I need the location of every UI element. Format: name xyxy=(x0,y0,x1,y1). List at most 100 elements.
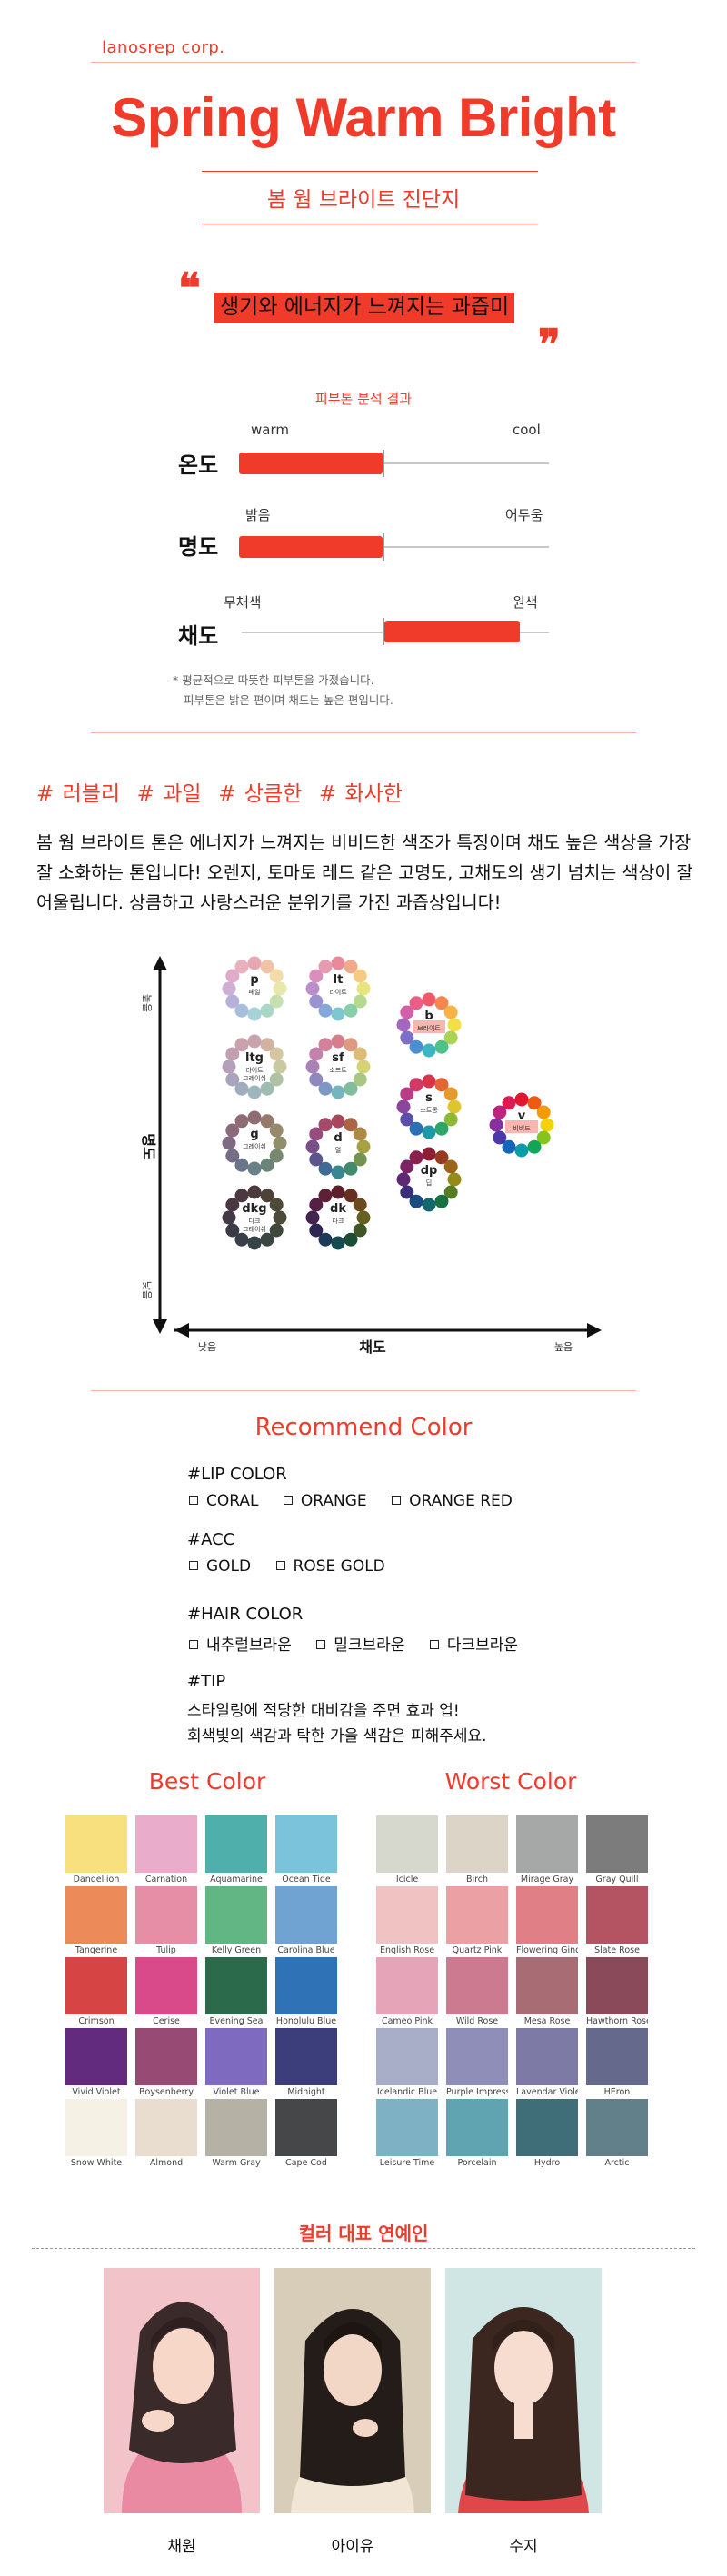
color-name: Tulip xyxy=(156,1945,176,1955)
tone-name: 비비드 xyxy=(513,1124,531,1132)
tone-dot xyxy=(318,1189,333,1203)
tone-dot xyxy=(331,1185,345,1199)
color-swatch: Ocean Tide xyxy=(275,1815,337,1885)
color-name: Hydro xyxy=(533,2158,561,2168)
tone-dot xyxy=(396,1018,411,1032)
tone-dot xyxy=(222,981,236,996)
tone-name: 그레이쉬 xyxy=(243,1142,266,1150)
color-swatch: Violet Blue xyxy=(205,2028,267,2097)
tone-dot xyxy=(422,1074,436,1089)
color-name: Midnight xyxy=(287,2087,325,2097)
tone-dot xyxy=(260,1232,274,1247)
tone-dot xyxy=(222,1210,236,1225)
tone-dot xyxy=(318,960,333,974)
color-chip xyxy=(205,1815,267,1873)
color-chip xyxy=(65,1886,127,1944)
y-axis-bottom-label: 낮음 xyxy=(141,1281,153,1299)
color-chip xyxy=(446,1815,508,1873)
color-swatch: Carnation xyxy=(135,1815,197,1885)
tone-dot xyxy=(502,1096,516,1110)
color-chip xyxy=(275,2028,337,2085)
tone-dot xyxy=(536,1130,551,1145)
tone-dot xyxy=(273,1136,287,1150)
tone-dot xyxy=(318,1081,333,1096)
color-swatch: HEron xyxy=(586,2028,648,2097)
tone-dot xyxy=(234,1158,249,1172)
color-chip xyxy=(205,1886,267,1944)
color-name: Evening Sea xyxy=(209,2016,264,2026)
y-axis-label: 명도 xyxy=(140,1133,157,1160)
color-swatch: Purple Impression xyxy=(446,2028,508,2097)
checkbox-icon xyxy=(283,1496,293,1505)
tone-dot xyxy=(536,1105,551,1119)
color-swatch: Tangerine xyxy=(65,1886,127,1955)
divider xyxy=(202,171,538,172)
color-name: HEron xyxy=(603,2087,631,2097)
tone-dot xyxy=(434,1078,449,1092)
tone-dot xyxy=(247,1085,262,1099)
color-swatch: Mirage Gray xyxy=(516,1815,578,1885)
tone-dot xyxy=(309,969,324,983)
tone-wheel-dp: dp딥 xyxy=(396,1147,462,1212)
tone-dot xyxy=(234,1189,249,1203)
color-name: Cerise xyxy=(153,2016,180,2026)
tone-dot xyxy=(260,1003,274,1018)
worst-color-grid: Icicle Birch Mirage Gray Gray Quill English … xyxy=(376,1815,658,2170)
tone-dot xyxy=(443,1185,458,1199)
color-name: Mirage Gray xyxy=(520,1875,574,1885)
color-name: Tangerine xyxy=(75,1945,118,1955)
color-chip xyxy=(65,2099,127,2156)
tone-dot xyxy=(269,1149,284,1163)
color-name: Almond xyxy=(149,2158,184,2168)
tone-code: v xyxy=(518,1109,526,1123)
tone-dot xyxy=(305,1139,320,1154)
tone-name: 그레이쉬 xyxy=(243,1225,266,1233)
tone-dot xyxy=(273,1059,287,1074)
tone-dot xyxy=(434,1121,449,1136)
color-name: Birch xyxy=(465,1875,489,1885)
tone-dot xyxy=(400,1005,414,1019)
color-name: Kelly Green xyxy=(211,1945,262,1955)
color-name: Leisure Time xyxy=(379,2158,435,2168)
note-line: 피부톤은 밝은 편이며 채도는 높은 편입니다. xyxy=(184,692,393,707)
tone-dot xyxy=(344,1118,358,1132)
tone-dot xyxy=(331,1007,345,1021)
tone-dot xyxy=(273,981,287,996)
color-chip xyxy=(135,2028,197,2085)
tone-dot xyxy=(353,1127,367,1141)
dashed-divider xyxy=(32,2248,695,2249)
checkbox-icon xyxy=(189,1561,198,1570)
tone-code: b xyxy=(424,1010,433,1023)
tone-dot xyxy=(356,1139,371,1154)
lip-color-list: CORAL ORANGE ORANGE RED xyxy=(189,1492,533,1510)
color-swatch: Crimson xyxy=(65,1957,127,2026)
tone-dot xyxy=(344,1003,358,1018)
color-chip xyxy=(376,1815,438,1873)
tone-dot xyxy=(443,1087,458,1101)
tone-dot xyxy=(434,1039,449,1054)
tone-dot xyxy=(234,1003,249,1018)
worst-color-title: Worst Color xyxy=(444,1768,577,1795)
color-swatch: Arctic xyxy=(586,2099,648,2168)
tone-wheel-d: d덜 xyxy=(305,1114,371,1179)
highlight-quote: 생기와 에너지가 느껴지는 과즙미 xyxy=(214,293,515,323)
scale-right-label: 어두움 xyxy=(505,507,543,523)
tone-dot xyxy=(269,969,284,983)
checkbox-icon xyxy=(316,1640,326,1649)
celebrity-title: 컬러 대표 연예인 xyxy=(298,2223,429,2244)
x-axis-left-label: 낮음 xyxy=(198,1341,216,1353)
tone-name: 다크 xyxy=(249,1217,261,1225)
tone-dot xyxy=(309,1198,324,1212)
hair-color-item: 내추럴브라운 xyxy=(189,1636,292,1655)
analysis-label: 피부톤 분석 결과 xyxy=(314,391,413,407)
color-chip xyxy=(135,1815,197,1873)
color-name: Dandellion xyxy=(73,1875,120,1885)
row-label-saturation: 채도 xyxy=(178,623,219,649)
color-chip xyxy=(586,1815,648,1873)
x-axis-right-label: 높음 xyxy=(554,1341,573,1353)
tone-dot xyxy=(353,994,367,1009)
tone-highlight-badge xyxy=(505,1120,538,1133)
acc-item: ROSE GOLD xyxy=(275,1557,385,1576)
tone-dot xyxy=(269,1223,284,1238)
